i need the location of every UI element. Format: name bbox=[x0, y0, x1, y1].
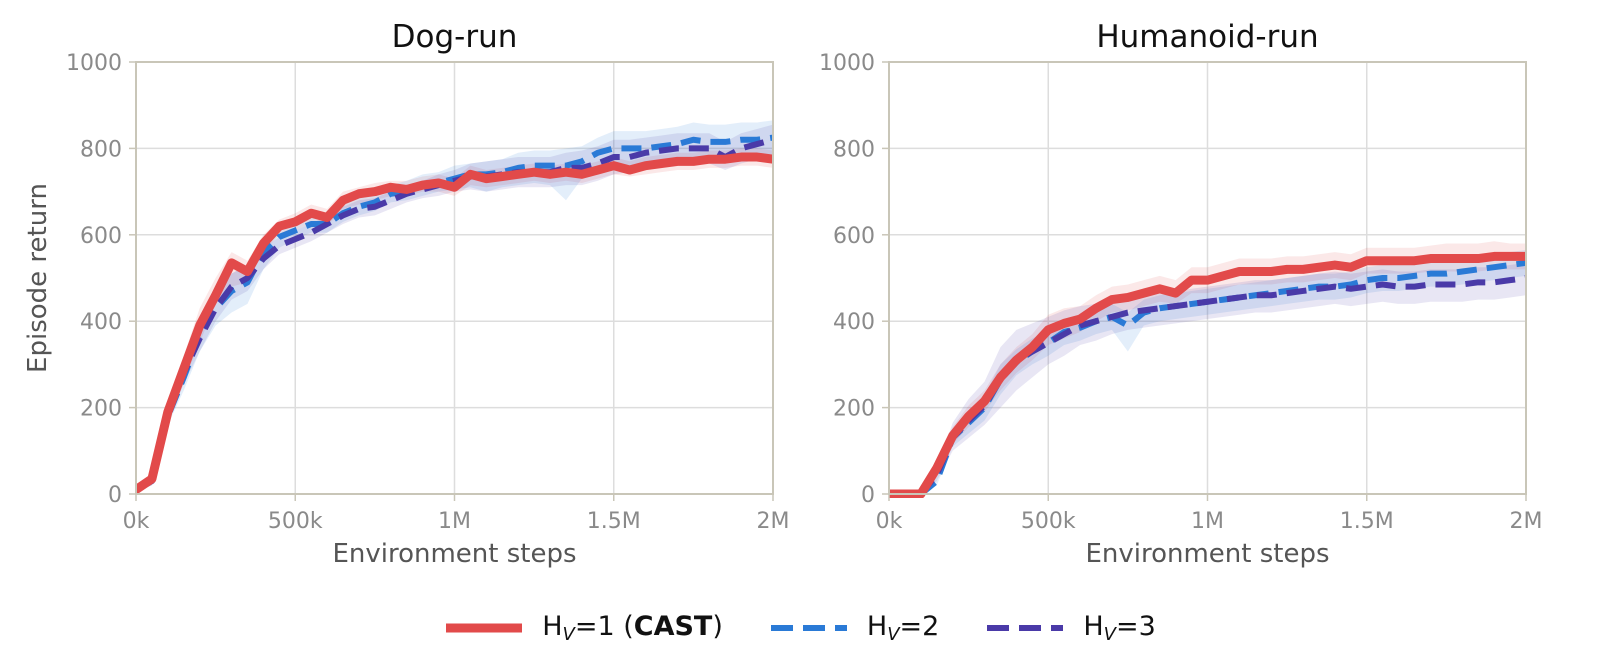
legend-swatch-hv1 bbox=[446, 623, 523, 633]
x-tick-label: 1M bbox=[438, 509, 471, 534]
x-tick-label: 2M bbox=[1510, 509, 1543, 534]
plot-area bbox=[136, 120, 773, 495]
plot-area bbox=[889, 241, 1526, 498]
legend-label-hv2: HV=2 bbox=[866, 611, 940, 645]
legend-label-hv1: HV=1 (CAST) bbox=[542, 611, 723, 645]
y-tick-label: 0 bbox=[861, 483, 875, 508]
x-tick-label: 1.5M bbox=[587, 509, 641, 534]
y-tick-label: 600 bbox=[833, 224, 875, 249]
y-tick-label: 800 bbox=[833, 137, 875, 162]
band-hv-3 bbox=[889, 262, 1526, 494]
x-tick-label: 0k bbox=[876, 509, 903, 534]
x-tick-label: 1M bbox=[1191, 509, 1224, 534]
x-tick-label: 2M bbox=[757, 509, 790, 534]
x-axis-label: Environment steps bbox=[1085, 539, 1329, 569]
series-line-hv-3 bbox=[136, 136, 773, 493]
y-axis-label: Episode return bbox=[23, 183, 53, 373]
series-line-hv-1-cast bbox=[136, 152, 773, 495]
charts-svg: 0 200 400 600 800 1000 0k 500k 1M 1.5M 2M Dog-run En… bbox=[23, 19, 1542, 569]
legend-swatch-hv3 bbox=[987, 625, 1064, 631]
y-tick-label: 400 bbox=[80, 310, 122, 335]
y-tick-label: 0 bbox=[108, 483, 122, 508]
legend-item-hv3: HV=3 bbox=[985, 611, 1156, 645]
y-tick-label: 400 bbox=[833, 310, 875, 335]
x-tick-label: 1.5M bbox=[1340, 509, 1394, 534]
legend-swatch-hv2 bbox=[770, 625, 847, 631]
chart-title: Dog-run bbox=[392, 19, 518, 55]
y-tick-label: 200 bbox=[80, 397, 122, 422]
legend-item-hv2: HV=2 bbox=[769, 611, 939, 645]
chart-panel-dog-run: 0 200 400 600 800 1000 0k 500k 1M 1.5M 2M Dog-run En… bbox=[23, 19, 789, 569]
chart-title: Humanoid-run bbox=[1096, 19, 1318, 55]
x-tick-label: 0k bbox=[123, 509, 150, 534]
legend: HV=1 (CAST) HV=2 HV=3 bbox=[0, 603, 1600, 653]
band-hv-1-cast bbox=[889, 241, 1526, 494]
legend-label-hv3: HV=3 bbox=[1083, 611, 1156, 645]
y-tick-label: 1000 bbox=[819, 51, 875, 76]
x-axis-label: Environment steps bbox=[332, 539, 576, 569]
y-tick-label: 600 bbox=[80, 224, 122, 249]
series-line-hv-1-cast bbox=[889, 251, 1526, 498]
y-tick-label: 200 bbox=[833, 397, 875, 422]
y-tick-label: 1000 bbox=[66, 51, 122, 76]
x-tick-label: 500k bbox=[268, 509, 323, 534]
chart-panel-humanoid-run: 0 200 400 600 800 1000 0k 500k 1M 1.5M 2M Humanoid-… bbox=[819, 19, 1542, 569]
y-tick-label: 800 bbox=[80, 137, 122, 162]
x-tick-label: 500k bbox=[1021, 509, 1076, 534]
legend-item-hv1: HV=1 (CAST) bbox=[444, 611, 723, 645]
